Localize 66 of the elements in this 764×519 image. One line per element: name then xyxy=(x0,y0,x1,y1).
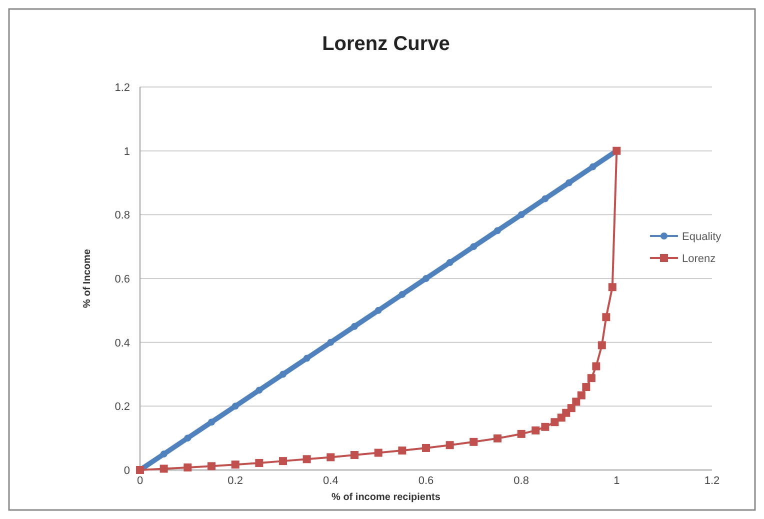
point xyxy=(256,386,263,394)
chart-title: Lorenz Curve xyxy=(322,33,450,55)
point xyxy=(470,438,478,446)
point xyxy=(446,441,454,450)
point xyxy=(255,458,264,467)
legend-label: Equality xyxy=(682,231,722,243)
point xyxy=(279,457,287,466)
x-tick-label: 0.4 xyxy=(323,475,338,487)
point xyxy=(587,374,596,382)
point xyxy=(160,450,168,458)
y-tick-label: 0.2 xyxy=(114,401,130,414)
point xyxy=(303,354,310,362)
point xyxy=(494,227,501,234)
point xyxy=(592,362,600,370)
y-tick-label: 0 xyxy=(124,465,130,477)
x-tick-label: 0 xyxy=(136,475,144,487)
point xyxy=(184,463,192,472)
point xyxy=(572,398,580,406)
point xyxy=(566,179,572,186)
point xyxy=(350,451,358,459)
y-tick-label: 1 xyxy=(124,146,130,158)
point xyxy=(532,426,540,434)
point xyxy=(184,434,192,442)
point xyxy=(598,341,606,350)
x-tick-label: 0.2 xyxy=(228,475,243,487)
point xyxy=(582,383,590,392)
point xyxy=(160,464,168,473)
x-tick-label: 1 xyxy=(614,475,620,487)
point xyxy=(494,434,502,442)
y-tick-label: 1.2 xyxy=(114,82,130,94)
point xyxy=(577,391,586,400)
point xyxy=(208,462,216,470)
point xyxy=(422,275,430,282)
y-tick-label: 0.8 xyxy=(114,210,130,222)
point xyxy=(374,306,382,314)
point xyxy=(398,446,406,455)
y-tick-label: 0.4 xyxy=(114,337,130,350)
point xyxy=(302,455,311,464)
point xyxy=(550,418,559,426)
legend-label: Lorenz xyxy=(682,253,716,265)
x-tick-label: 1.2 xyxy=(704,475,720,487)
x-tick-label: 0.6 xyxy=(418,475,434,487)
point xyxy=(517,430,526,438)
point xyxy=(567,404,576,412)
point xyxy=(602,313,610,322)
point xyxy=(541,422,550,431)
point xyxy=(398,290,406,298)
point xyxy=(422,444,430,452)
point xyxy=(326,453,335,462)
point xyxy=(351,322,358,330)
point xyxy=(208,418,215,426)
point xyxy=(589,163,596,170)
point xyxy=(327,338,334,346)
point xyxy=(542,195,549,202)
x-axis-title: % of income recipients xyxy=(332,492,441,503)
x-tick-label: 0.8 xyxy=(514,475,529,487)
point xyxy=(280,370,286,378)
point xyxy=(232,402,239,410)
point xyxy=(470,243,478,250)
point xyxy=(608,283,616,292)
y-tick-label: 0.6 xyxy=(114,274,130,286)
point xyxy=(231,460,240,469)
y-axis-title: % of Income xyxy=(82,248,93,308)
point xyxy=(374,448,382,457)
point xyxy=(518,211,525,218)
point xyxy=(446,259,454,266)
